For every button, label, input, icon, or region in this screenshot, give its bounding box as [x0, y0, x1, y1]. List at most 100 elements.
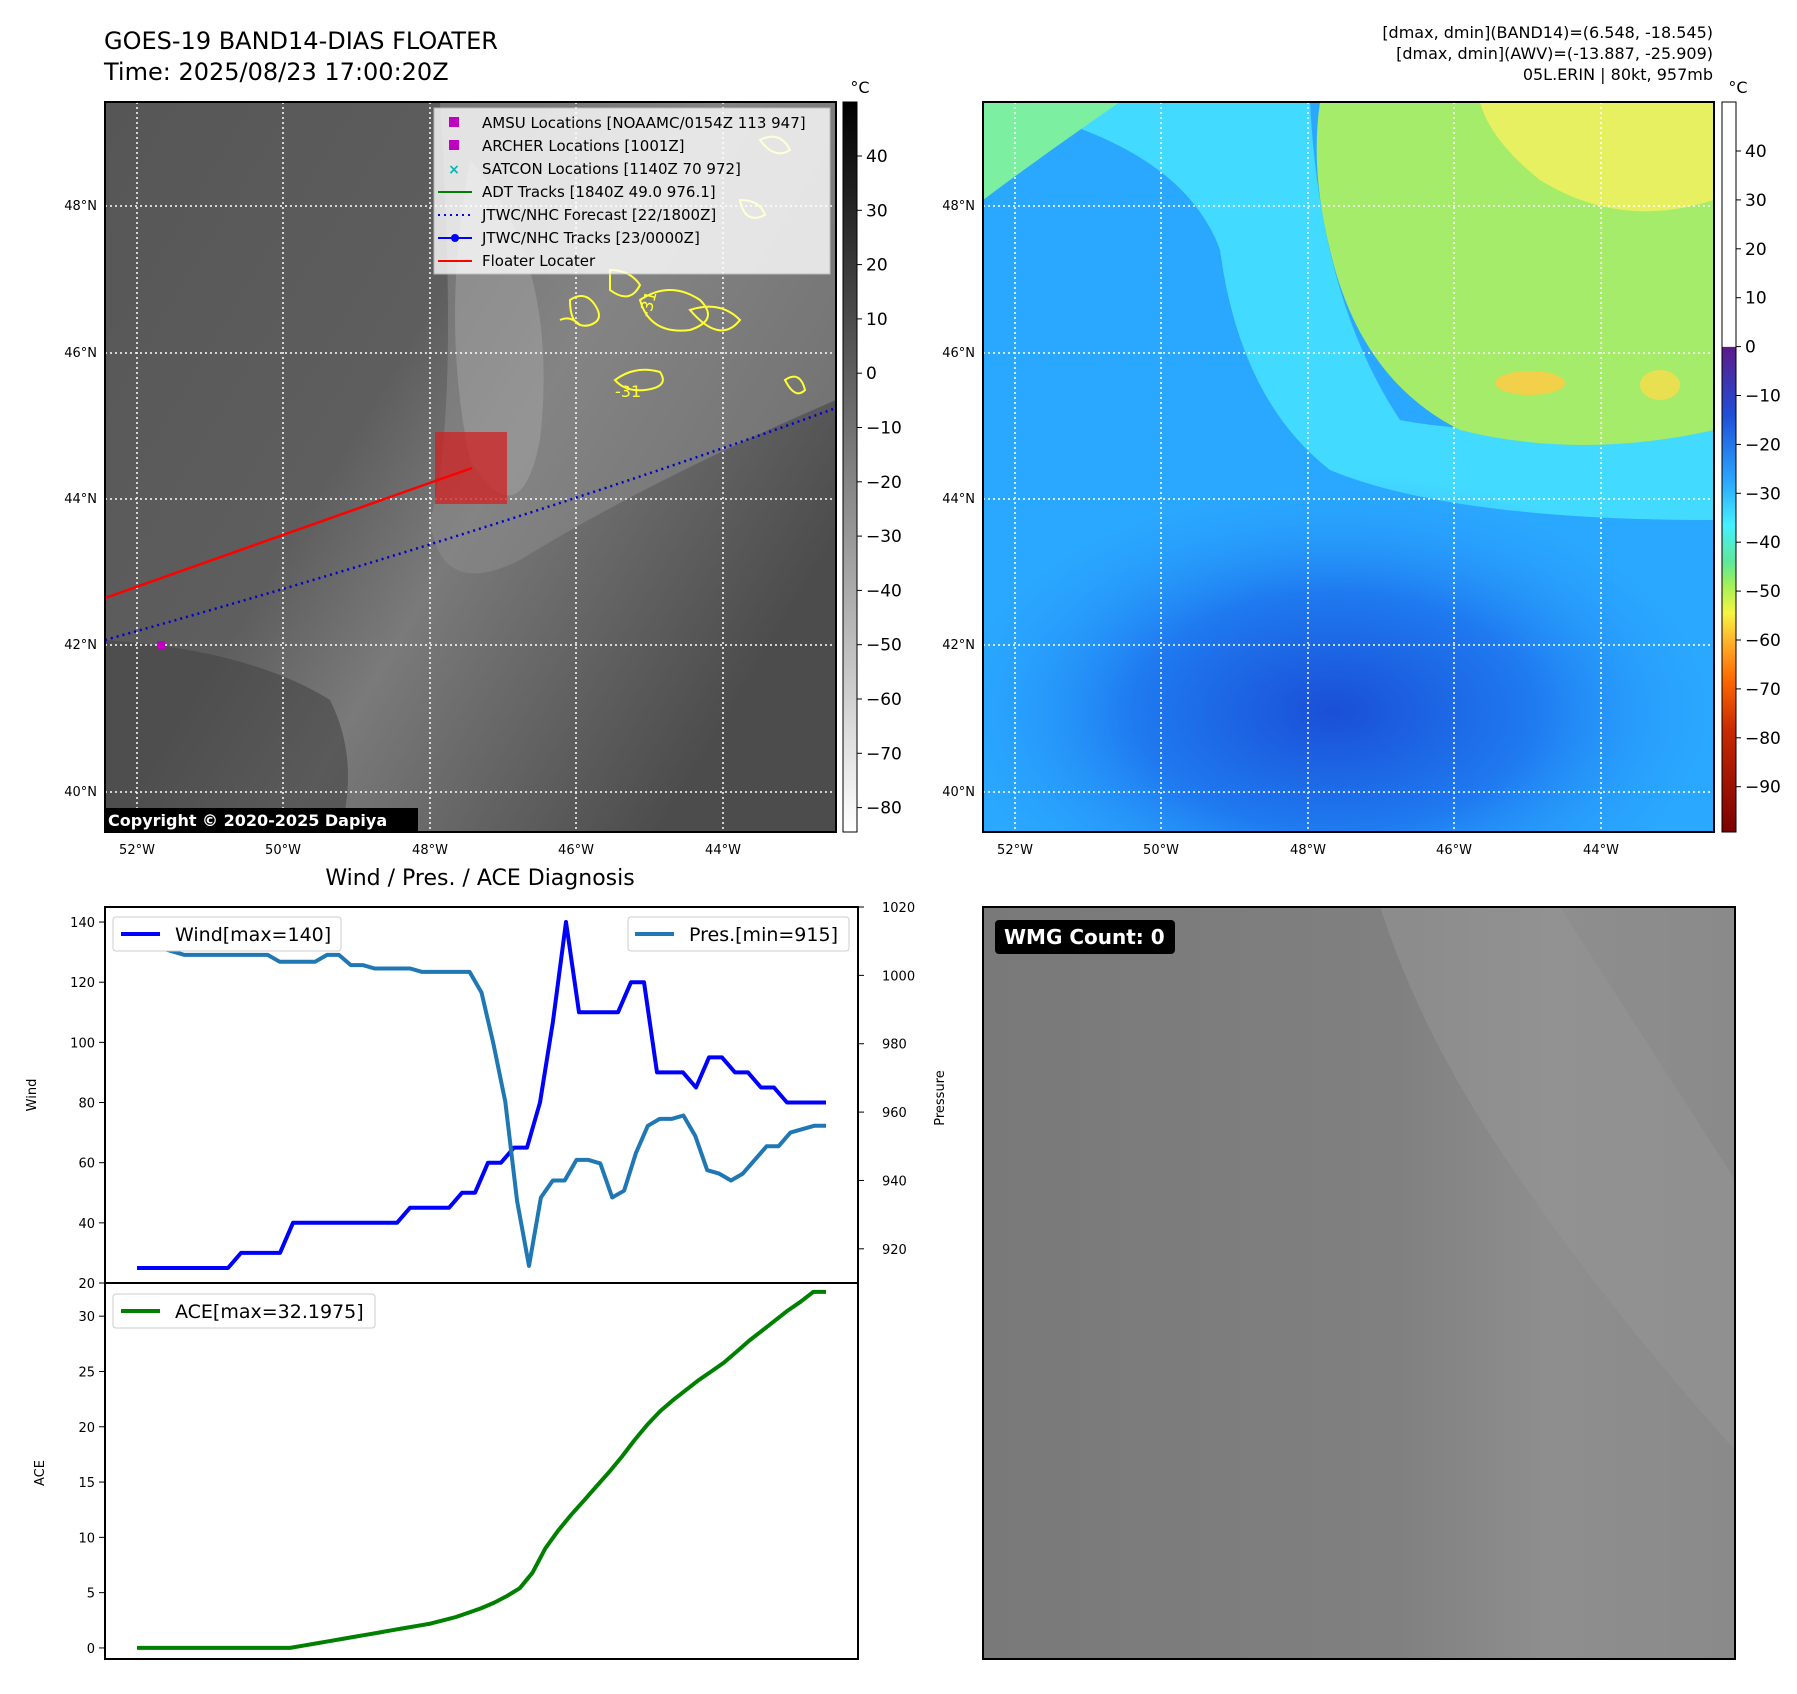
lat-tick-label: 46°N — [942, 346, 975, 361]
info-awv: [dmax, dmin](AWV)=(-13.887, -25.909) — [1396, 44, 1713, 63]
wmg-panel: WMG Count: 0 — [982, 906, 1736, 1660]
pressure-tick-label: 960 — [882, 1106, 907, 1121]
wv-bright-spot — [1640, 370, 1680, 400]
copyright-box — [105, 808, 418, 832]
wv-axis-labels: 52°W 50°W 48°W 46°W 44°W 48°N 46°N 44°N 42°N 40°N — [942, 199, 1619, 858]
colorbar-tick-label: −60 — [866, 690, 902, 710]
lat-tick-label: 46°N — [64, 346, 97, 361]
ir-legend: AMSU Locations [NOAAMC/0154Z 113 947] ARC… — [433, 107, 831, 275]
ace-tick-label: 20 — [78, 1421, 95, 1436]
wind-pressure-frame — [104, 906, 859, 1284]
lon-tick-label: 52°W — [997, 843, 1033, 858]
colorbar-tick-label: −40 — [866, 581, 902, 601]
floater-locater-line — [104, 466, 473, 600]
colorbar-tick-label: −60 — [1745, 631, 1781, 651]
wind-tick-label: 140 — [70, 916, 95, 931]
ir-colorbar-unit: °C — [850, 78, 869, 97]
colorbar-tick-label: 30 — [1745, 191, 1767, 211]
colorbar-tick-label: 10 — [1745, 289, 1767, 309]
colorbar-tick-label: −30 — [1745, 484, 1781, 504]
colorbar-tick-label: 10 — [866, 310, 888, 330]
legend-entry: AMSU Locations [NOAAMC/0154Z 113 947] — [449, 114, 806, 132]
info-storm: 05L.ERIN | 80kt, 957mb — [1523, 65, 1713, 84]
colorbar-tick-label: −20 — [866, 473, 902, 493]
lat-tick-label: 42°N — [942, 638, 975, 653]
legend-entry: JTWC/NHC Forecast [22/1800Z] — [438, 206, 716, 224]
ace-tick-label: 0 — [87, 1642, 95, 1657]
colorbar-tick-label: 40 — [866, 147, 888, 167]
wind-tick-label: 80 — [78, 1097, 95, 1112]
lon-tick-label: 44°W — [705, 843, 741, 858]
legend-marker: × — [448, 162, 460, 178]
lon-tick-label: 46°W — [558, 843, 594, 858]
colorbar-tick-label: 0 — [866, 364, 877, 384]
lat-tick-label: 40°N — [942, 785, 975, 800]
ace-series-line — [137, 1289, 826, 1650]
colorbar-tick-label: 20 — [1745, 240, 1767, 260]
colorbar-tick-label: −10 — [866, 419, 902, 439]
ir-lower-left-clouds — [105, 640, 348, 832]
colorbar-tick-label: 20 — [866, 256, 888, 276]
wv-gridlines — [983, 102, 1714, 832]
wv-frame — [982, 101, 1715, 833]
ace-tick-label: 30 — [78, 1310, 95, 1325]
colorbar-tick-label: 40 — [1745, 142, 1767, 162]
colorbar-tick-label: −30 — [866, 527, 902, 547]
legend-label: SATCON Locations [1140Z 70 972] — [482, 160, 741, 178]
legend-marker — [449, 140, 459, 150]
ace-tick-label: 5 — [87, 1587, 95, 1602]
lon-tick-label: 50°W — [265, 843, 301, 858]
ace-axis-label: ACE — [33, 1460, 48, 1486]
pressure-axis-label: Pressure — [933, 1070, 948, 1126]
pressure-tick-label: 980 — [882, 1038, 907, 1053]
legend-label: JTWC/NHC Forecast [22/1800Z] — [481, 206, 716, 224]
colorbar-tick-label: 0 — [1745, 338, 1756, 358]
ace-legend-label: ACE[max=32.1975] — [175, 1301, 364, 1323]
pressure-tick-label: 920 — [882, 1243, 907, 1258]
wind-pressure-chart: 20 40 60 80 100 120 140 920 940 960 980 1000 1020 Win… — [25, 901, 948, 1292]
wind-axis-label: Wind — [25, 1079, 40, 1112]
pressure-tick-label: 940 — [882, 1174, 907, 1189]
pressure-series-line — [137, 925, 826, 1268]
ace-tick-label: 10 — [78, 1531, 95, 1546]
lat-tick-label: 40°N — [64, 785, 97, 800]
wind-tick-label: 20 — [78, 1277, 95, 1292]
lon-tick-label: 50°W — [1143, 843, 1179, 858]
colorbar-tick-label: −50 — [866, 636, 902, 656]
wmg-count-box — [995, 920, 1175, 954]
chart-title: Wind / Pres. / ACE Diagnosis — [325, 866, 634, 891]
wind-series-line — [137, 920, 826, 1270]
ace-legend-box — [112, 1293, 376, 1329]
legend-marker-dot — [451, 234, 459, 242]
ace-tick-label: 25 — [78, 1365, 95, 1380]
figure-title: GOES-19 BAND14-DIAS FLOATER — [104, 27, 498, 55]
wmg-frame — [982, 906, 1736, 1660]
wv-colorbar-unit: °C — [1728, 78, 1747, 97]
wind-tick-label: 120 — [70, 976, 95, 991]
wv-yellow-area — [1480, 102, 1714, 212]
ir-colorbar: °C 40 30 20 10 0 −10 −20 −30 −40 −50 −60 −70 −80 — [842, 78, 902, 833]
legend-label: ARCHER Locations [1001Z] — [482, 137, 685, 155]
colorbar-tick-label: −70 — [866, 744, 902, 764]
legend-label: JTWC/NHC Tracks [23/0000Z] — [481, 229, 700, 247]
ace-frame — [104, 1282, 859, 1660]
ir-contour-label: -31 — [615, 382, 641, 401]
archer-marker — [157, 641, 165, 649]
lat-tick-label: 42°N — [64, 638, 97, 653]
legend-entry: ADT Tracks [1840Z 49.0 976.1] — [438, 183, 716, 201]
info-band14: [dmax, dmin](BAND14)=(6.548, -18.545) — [1382, 23, 1713, 42]
legend-entry: × SATCON Locations [1140Z 70 972] — [448, 160, 741, 178]
colorbar-tick-label: −50 — [1745, 582, 1781, 602]
lat-tick-label: 48°N — [64, 199, 97, 214]
lat-tick-label: 48°N — [942, 199, 975, 214]
wv-dry-slot — [983, 400, 1714, 832]
colorbar-tick-label: −90 — [1745, 778, 1781, 798]
colorbar-tick-label: 30 — [866, 201, 888, 221]
legend-entry: Floater Locater — [438, 252, 596, 270]
colorbar-tick-label: −20 — [1745, 435, 1781, 455]
colorbar-tick-label: −70 — [1745, 680, 1781, 700]
colorbar-tick-label: −80 — [866, 799, 902, 819]
colorbar-tick-label: −80 — [1745, 729, 1781, 749]
wmg-count-label: WMG Count: 0 — [1004, 925, 1165, 949]
